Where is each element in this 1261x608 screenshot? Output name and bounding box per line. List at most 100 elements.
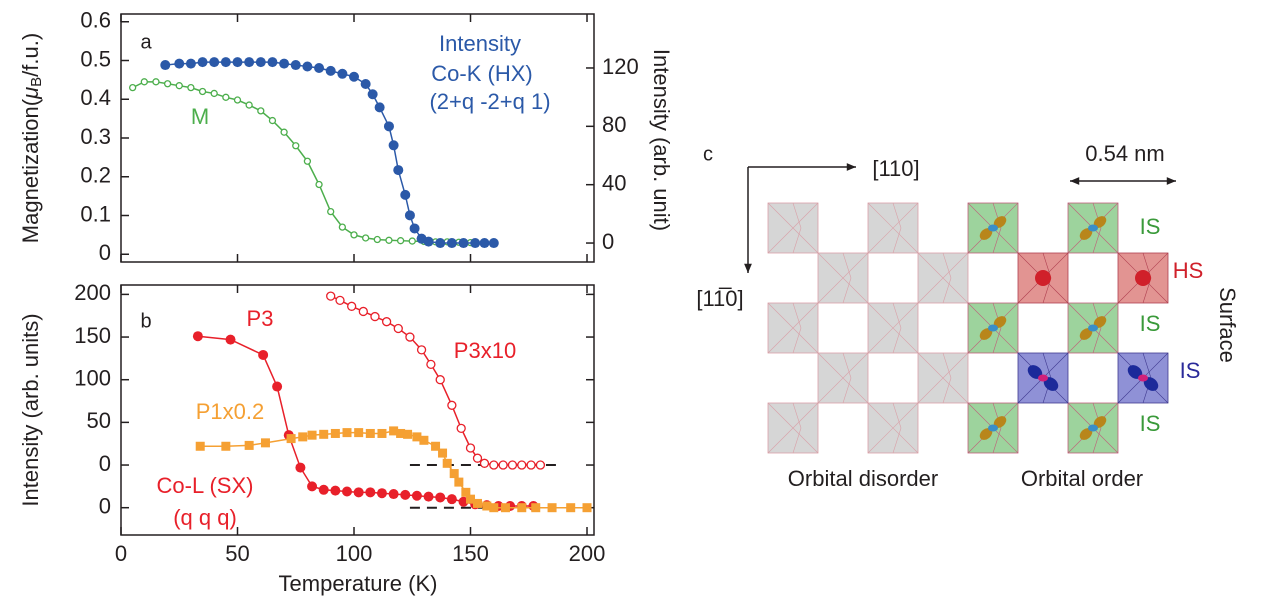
arrow-head [1166, 177, 1176, 185]
point [500, 503, 510, 513]
point [412, 432, 422, 442]
octahedron-edges [767, 402, 819, 454]
y-tick-label: 0 [99, 240, 111, 265]
y2-tick-label: 80 [602, 112, 626, 137]
point [405, 332, 415, 342]
point [221, 441, 231, 451]
point [286, 434, 296, 444]
y-tick-label: 150 [74, 323, 111, 348]
point [292, 142, 300, 150]
point [489, 503, 499, 513]
point [393, 165, 404, 176]
point [566, 503, 576, 513]
plot-frame [120, 13, 595, 263]
point [488, 238, 499, 249]
point [411, 490, 422, 501]
point [454, 477, 464, 487]
caption: Orbital disorder [788, 466, 938, 491]
series-label: P3 [247, 306, 274, 331]
series-line [132, 81, 471, 244]
point [367, 89, 378, 100]
orbital [1079, 328, 1093, 340]
orbital [1093, 316, 1107, 328]
y-axis-title-part: μ [18, 87, 43, 100]
point [507, 460, 518, 470]
point [362, 234, 370, 242]
point [307, 430, 317, 440]
point [244, 57, 255, 68]
point [338, 223, 347, 231]
arrow-head [744, 263, 752, 273]
point [416, 345, 427, 355]
point [526, 460, 536, 470]
point [330, 428, 340, 438]
orbital [979, 428, 993, 440]
octahedron-edges [917, 352, 969, 404]
point [220, 57, 231, 68]
surface-label: Surface [1215, 287, 1240, 363]
point [403, 429, 413, 439]
y-tick-label: 100 [74, 366, 111, 391]
point [389, 426, 399, 436]
x-tick-label: 150 [452, 541, 489, 566]
octahedron-edges [767, 302, 819, 354]
orbital [1093, 216, 1107, 228]
point [319, 429, 329, 439]
direction-label: [11̅0] [696, 286, 743, 311]
point [307, 481, 318, 492]
arrow-head [1070, 177, 1080, 185]
orbital [1027, 365, 1043, 379]
y2-tick-label: 0 [602, 229, 614, 254]
point [489, 460, 499, 470]
y-tick-label: 0.6 [80, 8, 111, 33]
point [517, 460, 527, 470]
panel-label: b [140, 310, 151, 332]
y-tick-label: 0.1 [80, 201, 111, 226]
y-tick-label: 0.4 [80, 85, 111, 110]
point [197, 57, 208, 68]
point [383, 121, 394, 132]
point [373, 235, 381, 244]
series-line [165, 61, 494, 244]
point [260, 438, 270, 448]
point [295, 462, 306, 473]
point [458, 238, 469, 249]
orbital [1035, 270, 1051, 286]
orbital [993, 216, 1007, 228]
point [404, 210, 415, 221]
orbital [988, 424, 998, 432]
point [210, 89, 218, 98]
point [347, 301, 357, 311]
direction-label: [110] [872, 156, 919, 181]
point [342, 428, 352, 438]
point [298, 432, 308, 442]
orbital [979, 328, 993, 340]
orbital [1135, 270, 1151, 286]
orbital [1093, 416, 1107, 428]
orbital [993, 416, 1007, 428]
point [326, 291, 336, 301]
orbital [993, 316, 1007, 328]
series-annotation: (2+q -2+q 1) [429, 89, 550, 114]
point [456, 423, 466, 433]
point [466, 494, 476, 504]
point [255, 57, 266, 68]
point [423, 236, 434, 247]
y-tick-label: 200 [74, 280, 111, 305]
plot-frame [120, 284, 595, 536]
point [447, 400, 457, 410]
orbital [1127, 365, 1143, 379]
orbital [1043, 377, 1059, 391]
point [419, 435, 429, 445]
point [400, 189, 411, 200]
point [408, 237, 416, 245]
point [330, 485, 341, 496]
point [388, 140, 399, 151]
orbital [1079, 228, 1093, 240]
point [267, 57, 278, 68]
y-axis-title: Magnetization(μB/f.u.) [18, 33, 45, 243]
point [198, 87, 207, 96]
point [376, 488, 387, 499]
point [358, 306, 368, 317]
